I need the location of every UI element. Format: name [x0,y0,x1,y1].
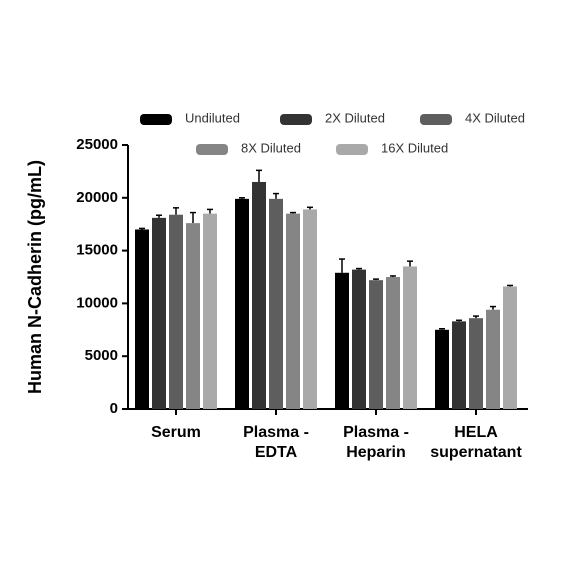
bar [386,277,400,409]
bar [152,217,166,409]
bar [486,309,500,409]
bar [286,213,300,409]
bar [135,229,149,409]
y-axis-label: Human N-Cadherin (pg/mL) [25,160,45,394]
bar [335,272,349,409]
legend-label: Undiluted [185,110,240,125]
legend-swatch [336,144,368,155]
y-tick-label: 5000 [85,347,118,364]
bar [452,321,466,409]
bar [269,198,283,409]
bar [352,269,366,409]
bar [369,280,383,409]
x-tick-label: Plasma -EDTA [243,424,309,461]
bar [303,209,317,409]
x-tick-label: HELA supernatant [430,424,522,461]
y-tick-label: 15000 [76,242,118,259]
legend-label: 4X Diluted [465,110,525,125]
bar [403,266,417,409]
bar [503,286,517,409]
bar [252,181,266,409]
bar [186,223,200,409]
y-tick-label: 25000 [76,136,118,153]
x-tick-label: Plasma -Heparin [343,424,409,461]
legend-swatch [420,114,452,125]
legend-label: 2X Diluted [325,110,385,125]
bar [435,329,449,409]
bar [469,318,483,409]
y-tick-label: 0 [110,400,118,417]
legend-swatch [280,114,312,125]
legend-label: 16X Diluted [381,140,448,155]
bar [203,213,217,409]
bar [169,214,183,409]
legend-swatch [196,144,228,155]
x-tick-label: Serum [151,424,201,441]
legend-swatch [140,114,172,125]
y-tick-label: 10000 [76,294,118,311]
legend-label: 8X Diluted [241,140,301,155]
bar [235,198,249,409]
y-tick-label: 20000 [76,189,118,206]
